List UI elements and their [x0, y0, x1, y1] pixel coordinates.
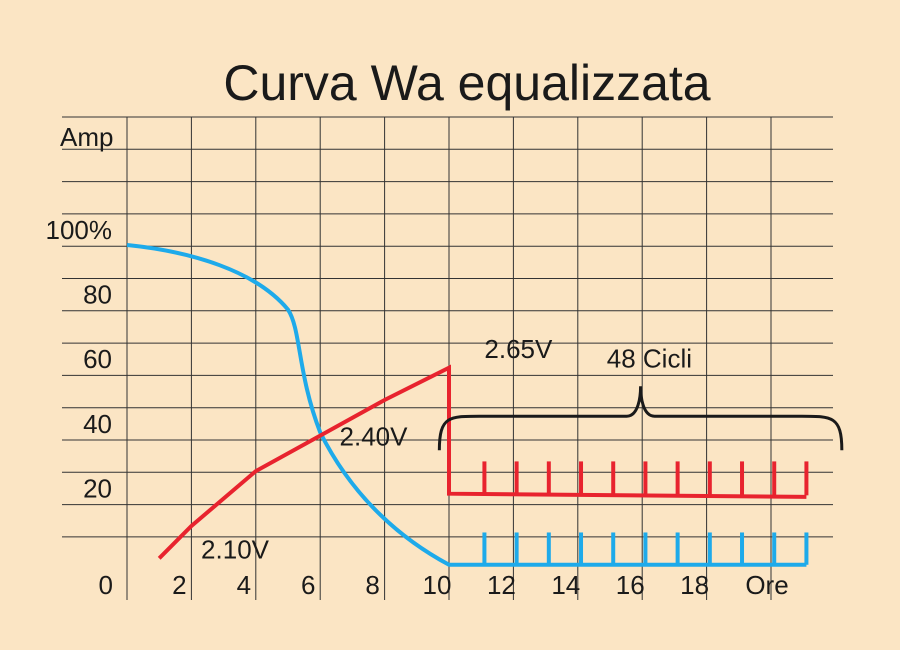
annotations: 2.10V 2.40V 2.65V 48 Cicli	[201, 334, 844, 564]
x-tick-label: Ore	[745, 570, 788, 600]
series-line	[157, 364, 807, 560]
y-tick-label: 40	[83, 409, 112, 439]
y-tick-label: 60	[83, 344, 112, 374]
grid	[62, 116, 833, 600]
x-tick-label: 2	[172, 570, 186, 600]
x-tick-label: 4	[237, 570, 251, 600]
annotation-label: 2.65V	[484, 334, 553, 364]
annotation-label: 48 Cicli	[607, 344, 692, 374]
series-line	[126, 243, 807, 567]
y-tick-label: 0	[99, 570, 113, 600]
series	[126, 243, 809, 567]
chart-title: Curva Wa equalizzata	[223, 55, 710, 111]
y-axis-label: Amp	[60, 122, 113, 152]
annotation-label: 2.10V	[201, 534, 270, 564]
x-tick-label: 14	[551, 570, 580, 600]
y-tick-label: 100%	[46, 215, 113, 245]
x-tick-label: 18	[680, 570, 709, 600]
annotation-label: 2.40V	[340, 421, 409, 451]
y-tick-label: 20	[83, 473, 112, 503]
x-tick-label: 10	[423, 570, 452, 600]
x-tick-label: 12	[487, 570, 516, 600]
x-tick-label: 16	[616, 570, 645, 600]
x-tick-label: 6	[301, 570, 315, 600]
y-tick-label: 80	[83, 280, 112, 310]
axis-labels: Amp 0 20 40 60 80 100% 2 4 6 8 10 12 14 16 18 Ore	[46, 122, 789, 600]
brace-mark	[437, 386, 844, 451]
x-tick-label: 8	[365, 570, 379, 600]
